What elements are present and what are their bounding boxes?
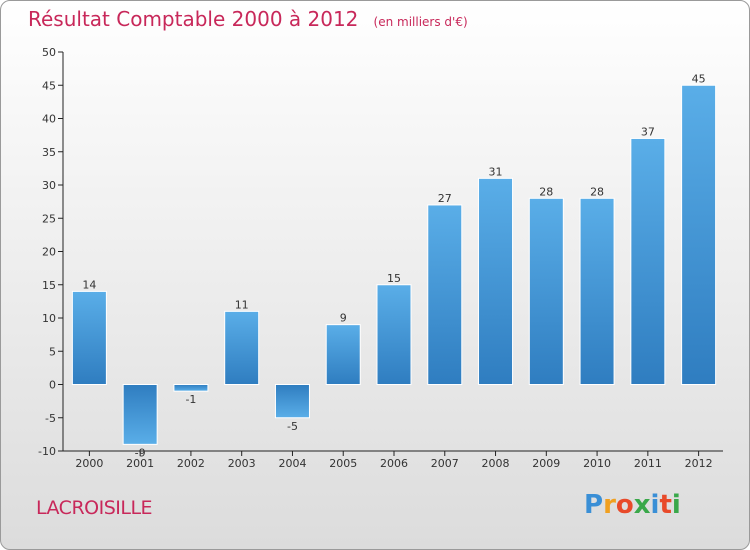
y-tick-label--5: -5 bbox=[45, 412, 56, 425]
y-tick-label-40: 40 bbox=[42, 113, 56, 126]
bar-2006 bbox=[376, 284, 412, 385]
y-tick-label-30: 30 bbox=[42, 179, 56, 192]
value-label-2004: -5 bbox=[287, 420, 298, 433]
bar-2002 bbox=[173, 384, 209, 392]
title-row: Résultat Comptable 2000 à 2012 (en milli… bbox=[28, 7, 468, 31]
bar-2000 bbox=[71, 290, 107, 385]
labels-layer: 14 -9 -1 11 -5 9 15 27 31 28 28 37 45 bbox=[82, 72, 705, 459]
value-label-2006: 15 bbox=[387, 272, 401, 285]
x-tick-label-2009: 2009 bbox=[532, 457, 560, 470]
value-label-2002: -1 bbox=[185, 393, 196, 406]
brand-letter: P bbox=[584, 490, 604, 520]
x-tick-label-2004: 2004 bbox=[278, 457, 306, 470]
value-label-2011: 37 bbox=[641, 125, 655, 138]
x-tick-label-2005: 2005 bbox=[329, 457, 357, 470]
brand-letter: r bbox=[603, 490, 616, 520]
commune-name: LACROISILLE bbox=[36, 497, 153, 519]
y-tick-label-10: 10 bbox=[42, 312, 56, 325]
y-tick-label--10: -10 bbox=[38, 445, 56, 458]
bar-2007 bbox=[427, 204, 463, 385]
value-label-2010: 28 bbox=[590, 185, 604, 198]
value-label-2000: 14 bbox=[82, 278, 96, 291]
x-tick-label-2012: 2012 bbox=[685, 457, 713, 470]
bar-2010 bbox=[579, 197, 615, 385]
value-label-2012: 45 bbox=[692, 72, 706, 85]
bar-2004 bbox=[274, 384, 310, 419]
brand-letter: o bbox=[615, 490, 634, 520]
x-tick-label-2010: 2010 bbox=[583, 457, 611, 470]
y-tick-label-35: 35 bbox=[42, 146, 56, 159]
x-tick-label-2008: 2008 bbox=[482, 457, 510, 470]
y-tick-label-0: 0 bbox=[49, 379, 56, 392]
x-tick-label-2003: 2003 bbox=[228, 457, 256, 470]
value-label-2001: -9 bbox=[135, 446, 146, 459]
value-label-2009: 28 bbox=[539, 185, 553, 198]
value-label-2005: 9 bbox=[340, 312, 347, 325]
chart-title: Résultat Comptable 2000 à 2012 bbox=[28, 7, 359, 31]
chart-subtitle: (en milliers d'€) bbox=[373, 15, 468, 29]
bar-2005 bbox=[325, 324, 361, 385]
brand-letter: x bbox=[633, 490, 651, 520]
value-label-2003: 11 bbox=[235, 298, 249, 311]
brand-letter: t bbox=[659, 490, 672, 520]
brand-letter: i bbox=[671, 490, 681, 520]
x-tick-label-2011: 2011 bbox=[634, 457, 662, 470]
bar-2003 bbox=[224, 310, 260, 386]
y-tick-label-45: 45 bbox=[42, 79, 56, 92]
value-label-2008: 31 bbox=[489, 165, 503, 178]
x-tick-label-2000: 2000 bbox=[75, 457, 103, 470]
bars-layer bbox=[71, 84, 717, 445]
bar-2001 bbox=[122, 384, 158, 445]
x-tick-label-2007: 2007 bbox=[431, 457, 459, 470]
bar-2009 bbox=[528, 197, 564, 385]
bar-2008 bbox=[478, 177, 514, 385]
x-tick-label-2002: 2002 bbox=[177, 457, 205, 470]
bar-2011 bbox=[630, 137, 666, 385]
bar-2012 bbox=[681, 84, 717, 385]
x-tick-label-2006: 2006 bbox=[380, 457, 408, 470]
y-tick-label-25: 25 bbox=[42, 212, 56, 225]
y-tick-label-50: 50 bbox=[42, 46, 56, 59]
y-tick-label-5: 5 bbox=[49, 345, 56, 358]
y-tick-label-20: 20 bbox=[42, 246, 56, 259]
brand-letter: i bbox=[650, 490, 660, 520]
y-tick-label-15: 15 bbox=[42, 279, 56, 292]
brand-logo: Proxiti bbox=[584, 490, 681, 520]
x-tick-label-2001: 2001 bbox=[126, 457, 154, 470]
value-label-2007: 27 bbox=[438, 192, 452, 205]
